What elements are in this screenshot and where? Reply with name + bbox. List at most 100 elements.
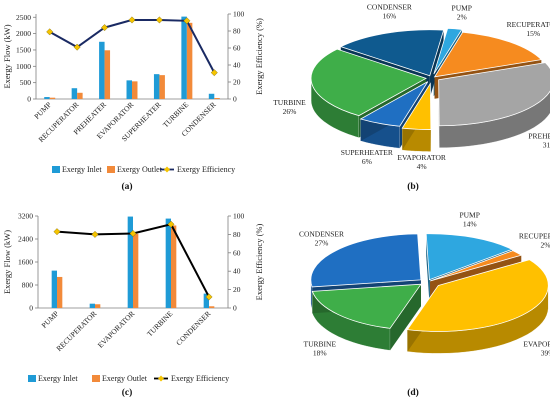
bar-exergy-outlet-turbine	[171, 225, 177, 308]
y-tick-label: 500	[20, 78, 32, 87]
efficiency-marker-condenser	[210, 69, 218, 77]
legend-swatch-exergy-inlet	[52, 166, 60, 173]
y-tick-label: 1600	[18, 258, 33, 267]
pie-label-pump: PUMP	[459, 210, 479, 219]
legend-label-exergy-inlet: Exergy Inlet	[38, 374, 78, 383]
bar-exergy-inlet-evaporator	[127, 216, 133, 308]
bar-exergy-inlet-evaporator	[126, 80, 132, 99]
y2-tick-label: 80	[233, 230, 241, 239]
bar-exergy-outlet-evaporator	[132, 81, 138, 99]
legend-swatch-exergy-inlet	[28, 375, 36, 382]
y2-tick-label: 100	[233, 10, 245, 19]
pie-percent-recuperator: 15%	[526, 29, 540, 38]
y2-tick-label: 60	[233, 44, 241, 53]
y-tick-label: 2400	[18, 235, 33, 244]
pie-slice-turbine	[310, 48, 428, 117]
y2-tick-label: 40	[233, 267, 241, 276]
legend-swatch-efficiency-marker	[164, 166, 170, 173]
y2-tick-label: 40	[233, 61, 241, 70]
pie-label-superheater: SUPERHEATER	[341, 148, 393, 157]
bar-exergy-inlet-superheater	[153, 74, 160, 99]
efficiency-marker-evaporator	[129, 229, 137, 237]
bar-exergy-outlet-condenser	[214, 98, 220, 99]
pie-slice-evaporator	[406, 259, 549, 332]
bar-exergy-outlet-pump	[57, 276, 63, 308]
y-tick-label: 3200	[18, 212, 33, 221]
legend-swatch-exergy-outlet	[107, 166, 115, 173]
pie-label-condenser: CONDENSER	[367, 3, 412, 12]
y2-axis-title: Exergy Efficiency (%)	[254, 18, 264, 95]
pie-percent-condenser: 27%	[315, 239, 329, 248]
efficiency-marker-recuperator	[91, 230, 99, 238]
y-tick-label: 0	[27, 95, 31, 104]
pie-label-preheater: PREHEATER	[528, 131, 550, 140]
bar-exergy-inlet-recuperator	[71, 88, 78, 99]
bar-exergy-inlet-condenser	[208, 93, 215, 99]
bar-exergy-outlet-preheater	[104, 50, 111, 99]
legend-swatch-exergy-outlet	[92, 375, 100, 382]
efficiency-marker-turbine	[183, 17, 191, 25]
y2-tick-label: 20	[233, 285, 241, 294]
pie-percent-superheater: 6%	[362, 157, 372, 166]
legend-label-exergy-inlet: Exergy Inlet	[62, 165, 102, 174]
bar-exergy-outlet-recuperator	[77, 92, 83, 99]
bar-exergy-outlet-pump	[49, 97, 56, 99]
efficiency-marker-recuperator	[73, 43, 81, 51]
pie-slice-condenser	[310, 233, 422, 288]
legend-label-exergy-efficiency: Exergy Efficiency	[171, 374, 229, 383]
bar-exergy-outlet-superheater	[159, 75, 165, 99]
pie-label-evaporator: EVAPORATOR	[523, 340, 550, 349]
x-tick-label: EVAPORATOR	[96, 309, 137, 350]
pie-label-turbine: TURBINE	[304, 339, 337, 348]
bar-exergy-inlet-condenser	[203, 293, 209, 308]
y-tick-label: 1500	[16, 45, 31, 54]
pie-slice-pump	[425, 233, 514, 281]
pie-slice-recuperator	[433, 31, 543, 78]
pie-slice-evaporator	[401, 82, 432, 130]
pie-percent-recuperator: 2%	[540, 240, 550, 249]
x-tick-label: TURBINE	[145, 309, 175, 339]
legend-label-exergy-efficiency: Exergy Efficiency	[177, 165, 235, 174]
y-tick-label: 1000	[16, 62, 31, 71]
pie-slice-superheater	[359, 81, 429, 127]
legend-label-exergy-outlet: Exergy Outlet	[117, 165, 163, 174]
legend-swatch-efficiency-marker	[158, 375, 164, 382]
pie-percent-pump: 2%	[457, 13, 467, 22]
bar-exergy-inlet-pump	[51, 270, 57, 308]
panel-label: (b)	[407, 181, 419, 192]
y-axis-title: Exergy Flow (kW)	[2, 230, 12, 294]
bar-exergy-inlet-pump	[44, 97, 50, 99]
y2-tick-label: 0	[233, 304, 237, 313]
pie-label-recuperator: RECUPERATOR	[519, 231, 550, 240]
pie-label-recuperator: RECUPERATOR	[507, 20, 550, 29]
efficiency-marker-evaporator	[128, 16, 136, 24]
efficiency-marker-superheater	[155, 16, 163, 24]
pie-slice-condenser	[339, 29, 445, 77]
pie-label-turbine: TURBINE	[273, 98, 306, 107]
y-tick-label: 0	[29, 304, 33, 313]
x-tick-label: PUMP	[32, 100, 53, 121]
pie-slice-preheater	[438, 62, 550, 127]
pie-label-evaporator: EVAPORATOR	[397, 153, 446, 162]
pie-percent-evaporator: 39%	[541, 349, 550, 358]
x-tick-label: RECUPERATOR	[54, 309, 98, 353]
bar-exergy-inlet-recuperator	[89, 303, 95, 308]
x-tick-label: PUMP	[40, 309, 61, 330]
efficiency-marker-pump	[46, 28, 54, 36]
panel-label: (d)	[407, 387, 419, 398]
bar-exergy-outlet-turbine	[186, 22, 193, 100]
bar-exergy-inlet-preheater	[99, 41, 105, 99]
y-axis-title: Exergy Flow (kW)	[2, 24, 12, 88]
y2-tick-label: 0	[233, 95, 237, 104]
pie-label-pump: PUMP	[452, 4, 472, 13]
pie-slice-pump	[433, 27, 463, 75]
y2-tick-label: 20	[233, 78, 241, 87]
y-tick-label: 800	[22, 281, 34, 290]
efficiency-marker-preheater	[101, 24, 109, 32]
pie-label-condenser: CONDENSER	[299, 230, 344, 239]
bar-exergy-inlet-turbine	[165, 218, 171, 308]
y2-tick-label: 100	[233, 212, 245, 221]
efficiency-marker-turbine	[167, 220, 175, 228]
